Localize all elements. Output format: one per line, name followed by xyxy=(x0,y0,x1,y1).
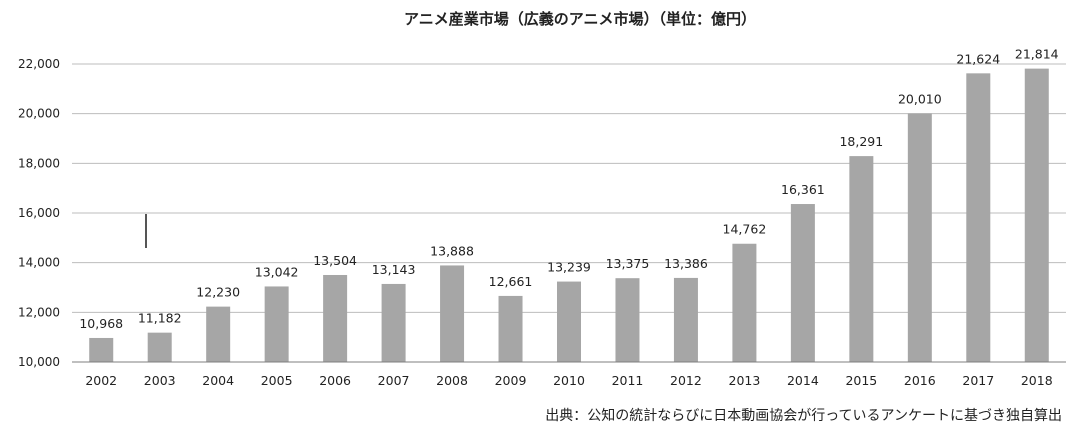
x-tick-label: 2012 xyxy=(670,373,702,388)
data-label: 20,010 xyxy=(898,91,942,106)
bar xyxy=(381,283,406,362)
bar xyxy=(323,274,348,362)
bar xyxy=(790,204,815,362)
x-tick-label: 2008 xyxy=(436,373,468,388)
x-tick-label: 2017 xyxy=(962,373,994,388)
x-tick-label: 2010 xyxy=(553,373,585,388)
data-label: 21,624 xyxy=(956,51,1000,66)
data-label: 13,042 xyxy=(255,264,299,279)
data-label: 12,230 xyxy=(196,285,240,300)
data-labels: 10,968 11,182 12,230 13,042 13,504 13,143 13,8… xyxy=(79,47,1058,331)
bar xyxy=(147,332,172,362)
bar xyxy=(849,156,874,362)
source-note: 出典：公知の統計ならびに日本動画協会が行っているアンケートに基づき独自算出 xyxy=(545,407,1062,424)
x-tick-label: 2003 xyxy=(144,373,176,388)
y-tick-label: 20,000 xyxy=(18,107,60,121)
x-tick-label: 2009 xyxy=(495,373,527,388)
data-label: 13,239 xyxy=(547,260,591,275)
x-tick-label: 2015 xyxy=(845,373,877,388)
y-tick-label: 18,000 xyxy=(18,156,60,170)
y-tick-label: 10,000 xyxy=(18,355,60,369)
bar xyxy=(89,337,114,362)
bar xyxy=(498,295,523,362)
x-tick-label: 2004 xyxy=(202,373,234,388)
bar xyxy=(557,281,581,362)
bar xyxy=(673,277,698,362)
bar xyxy=(732,243,757,362)
bar xyxy=(907,113,932,362)
gridlines xyxy=(72,63,1066,313)
data-label: 11,182 xyxy=(138,311,182,326)
data-label: 21,814 xyxy=(1015,47,1059,62)
y-tick-label: 14,000 xyxy=(18,256,60,270)
bar xyxy=(1024,68,1049,362)
x-tick-label: 2011 xyxy=(612,373,644,388)
chart-title: アニメ産業市場（広義のアニメ市場）（単位：億円） xyxy=(404,10,756,28)
x-tick-label: 2007 xyxy=(378,373,410,388)
y-tick-label: 22,000 xyxy=(18,57,60,71)
bars xyxy=(89,68,1049,362)
data-label: 13,143 xyxy=(372,262,416,277)
data-label: 12,661 xyxy=(489,274,533,289)
y-tick-label: 12,000 xyxy=(18,305,60,319)
data-label: 14,762 xyxy=(723,222,767,237)
bar xyxy=(966,73,991,362)
x-axis-ticks: 2002 2003 2004 2005 2006 2007 2008 2009 2010 2011… xyxy=(85,373,1052,388)
x-tick-label: 2014 xyxy=(787,373,819,388)
data-label: 13,504 xyxy=(313,253,357,268)
y-axis-ticks: 10,000 12,000 14,000 16,000 18,000 20,000 22,0… xyxy=(18,57,60,369)
bar xyxy=(615,278,640,362)
x-tick-label: 2006 xyxy=(319,373,351,388)
x-tick-label: 2016 xyxy=(904,373,936,388)
data-label: 10,968 xyxy=(79,316,123,331)
x-tick-label: 2002 xyxy=(85,373,117,388)
bar xyxy=(264,286,289,362)
data-label: 13,888 xyxy=(430,243,474,258)
data-label: 13,386 xyxy=(664,256,708,271)
y-tick-label: 16,000 xyxy=(18,206,60,220)
bar xyxy=(440,265,465,362)
x-tick-label: 2013 xyxy=(729,373,761,388)
x-tick-label: 2018 xyxy=(1021,373,1053,388)
x-tick-label: 2005 xyxy=(261,373,293,388)
data-label: 16,361 xyxy=(781,182,825,197)
data-label: 13,375 xyxy=(606,256,650,271)
data-label: 18,291 xyxy=(839,134,883,149)
bar xyxy=(206,306,231,362)
